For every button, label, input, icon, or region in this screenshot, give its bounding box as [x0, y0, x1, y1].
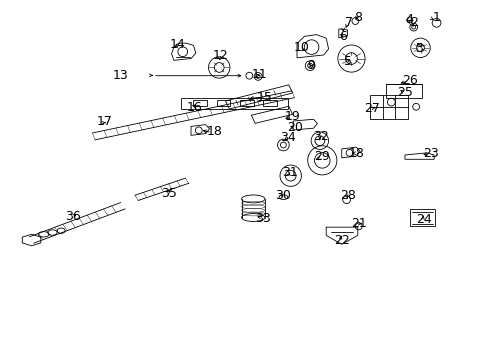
Text: 30: 30: [275, 189, 291, 202]
Bar: [369, 95, 407, 119]
Bar: [385, 84, 421, 98]
Text: 36: 36: [65, 210, 81, 223]
Text: 6: 6: [338, 30, 346, 43]
Bar: [216, 100, 230, 107]
Text: 33: 33: [254, 212, 270, 225]
Text: 31: 31: [281, 166, 297, 179]
Text: 18: 18: [347, 147, 364, 160]
Text: 1: 1: [432, 11, 440, 24]
Bar: [263, 100, 277, 107]
Text: 26: 26: [401, 74, 417, 87]
Text: 17: 17: [96, 115, 112, 128]
Text: 10: 10: [293, 41, 309, 54]
Text: 13: 13: [112, 69, 128, 82]
Bar: [240, 100, 253, 107]
Text: 8: 8: [353, 11, 361, 24]
Text: 11: 11: [251, 68, 266, 81]
Text: 14: 14: [169, 38, 185, 51]
Bar: [181, 98, 287, 109]
Text: 35: 35: [161, 187, 176, 200]
Bar: [409, 209, 434, 226]
Text: 29: 29: [314, 150, 329, 163]
Text: 27: 27: [363, 102, 379, 115]
Text: 15: 15: [257, 91, 272, 104]
Text: 7: 7: [344, 16, 352, 29]
Text: 32: 32: [313, 130, 328, 143]
Text: 16: 16: [186, 101, 203, 114]
Text: 19: 19: [284, 110, 300, 123]
Text: 3: 3: [414, 42, 422, 55]
Text: 23: 23: [422, 147, 438, 160]
Text: 9: 9: [306, 59, 314, 72]
Text: 2: 2: [409, 16, 417, 29]
Text: 28: 28: [339, 189, 355, 202]
Text: 25: 25: [396, 86, 412, 99]
Text: 24: 24: [416, 213, 431, 226]
Text: 4: 4: [404, 13, 412, 26]
Bar: [193, 100, 206, 107]
Text: 5: 5: [343, 55, 351, 68]
Text: 21: 21: [351, 217, 366, 230]
Text: 18: 18: [206, 125, 222, 138]
Text: 34: 34: [280, 131, 296, 144]
Text: 22: 22: [333, 234, 349, 247]
Text: 20: 20: [287, 121, 303, 134]
Text: 12: 12: [212, 49, 227, 62]
